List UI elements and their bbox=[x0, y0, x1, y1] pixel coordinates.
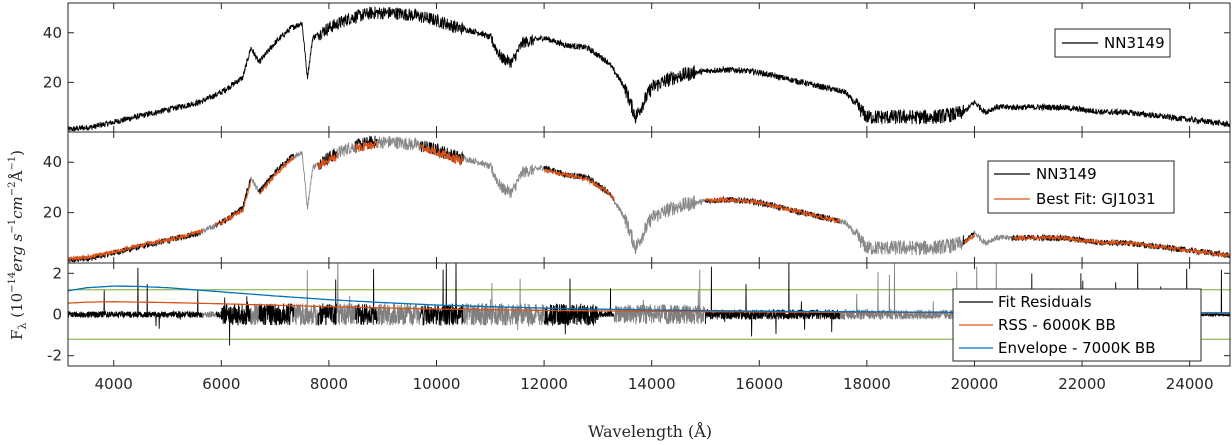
top-panel-frame bbox=[67, 2, 1231, 133]
x-tick-label: 12000 bbox=[520, 375, 568, 393]
y-tick-label: 20 bbox=[43, 73, 62, 91]
series-line-best-fit bbox=[258, 155, 295, 195]
series-line-residuals-segment bbox=[376, 303, 421, 326]
series-line-residuals-segment bbox=[336, 263, 357, 326]
y-tick-label: 40 bbox=[43, 24, 62, 42]
series-line-residuals-segment bbox=[258, 303, 295, 326]
series-line-nn3149-middle-segment bbox=[376, 136, 421, 151]
series-line-nn3149-middle-segment bbox=[613, 195, 706, 255]
top-panel-plot bbox=[68, 6, 1230, 132]
series-line-residuals-segment bbox=[419, 263, 464, 326]
series-line-best-fit bbox=[543, 167, 615, 200]
series-line-nn3149-middle-segment bbox=[463, 154, 544, 198]
series-line-residuals-segment bbox=[250, 303, 260, 326]
x-tick-label: 16000 bbox=[735, 375, 783, 393]
x-tick-label: 8000 bbox=[310, 375, 348, 393]
top-legend-label-nn3149: NN3149 bbox=[1104, 34, 1165, 52]
x-tick-label: 20000 bbox=[951, 375, 999, 393]
series-line-residuals-segment bbox=[462, 278, 545, 331]
series-line-nn3149-middle-segment bbox=[250, 176, 260, 193]
series-line-best-fit bbox=[1011, 233, 1230, 258]
series-line-residuals-segment bbox=[704, 263, 841, 337]
y-tick-label: 40 bbox=[43, 153, 62, 171]
middle-legend-label-nn3149: NN3149 bbox=[1036, 165, 1097, 183]
bottom-legend-label-rss: RSS - 6000K BB bbox=[998, 316, 1116, 334]
top-legend: NN3149 bbox=[1054, 28, 1171, 58]
x-tick-label: 6000 bbox=[202, 375, 240, 393]
series-line-best-fit bbox=[68, 228, 203, 261]
y-tick-label: -2 bbox=[47, 347, 62, 365]
x-tick-label: 14000 bbox=[628, 375, 676, 393]
series-line-nn3149-top bbox=[68, 6, 1230, 132]
series-line-best-fit bbox=[317, 152, 338, 170]
middle-panel-plot bbox=[68, 135, 1230, 263]
x-tick-label: 22000 bbox=[1058, 375, 1106, 393]
y-tick-label: 2 bbox=[52, 264, 62, 282]
series-line-nn3149-middle-segment bbox=[839, 218, 964, 256]
series-line-nn3149-middle-segment bbox=[201, 222, 217, 235]
x-tick-label: 4000 bbox=[95, 375, 133, 393]
series-line-residuals-segment bbox=[613, 269, 706, 325]
series-line-nn3149-middle-segment bbox=[293, 150, 319, 210]
y-tick-label: 20 bbox=[43, 204, 62, 222]
series-line-best-fit bbox=[705, 196, 841, 225]
bottom-legend-label-residuals: Fit Residuals bbox=[998, 293, 1092, 311]
series-line-residuals-segment bbox=[839, 263, 965, 321]
series-line-residuals-segment bbox=[202, 310, 217, 319]
x-axis-label: Wavelength (Å) bbox=[588, 421, 712, 441]
x-tick-label: 10000 bbox=[413, 375, 461, 393]
bottom-legend-label-envelope: Envelope - 7000K BB bbox=[998, 339, 1156, 357]
series-line-best-fit bbox=[355, 140, 378, 152]
series-line-nn3149-middle-segment bbox=[355, 135, 378, 154]
x-tick-label: 18000 bbox=[843, 375, 891, 393]
series-line-residuals-segment bbox=[543, 278, 615, 335]
middle-legend-label-best-fit: Best Fit: GJ1031 bbox=[1036, 190, 1156, 208]
middle-legend: NN3149 Best Fit: GJ1031 bbox=[987, 160, 1175, 214]
bottom-legend: Fit Residuals RSS - 6000K BB Envelope - … bbox=[952, 288, 1202, 362]
series-line-residuals-segment bbox=[355, 268, 378, 325]
series-line-best-fit bbox=[419, 143, 464, 167]
x-tick-label: 24000 bbox=[1166, 375, 1214, 393]
series-line-best-fit bbox=[963, 233, 975, 244]
series-line-nn3149-middle-segment bbox=[973, 230, 1013, 246]
series-line-nn3149-middle-segment bbox=[215, 179, 252, 229]
series-line-best-fit bbox=[215, 180, 252, 227]
series-line-residuals-segment bbox=[215, 296, 252, 346]
series-line-residuals-segment bbox=[68, 267, 203, 329]
series-line-residuals-segment bbox=[317, 279, 338, 326]
series-line-nn3149-middle-segment bbox=[336, 140, 357, 160]
y-axis-label: Fλ (10−14erg s−1cm−2Å−1) bbox=[7, 150, 29, 340]
y-tick-label: 0 bbox=[52, 306, 62, 324]
